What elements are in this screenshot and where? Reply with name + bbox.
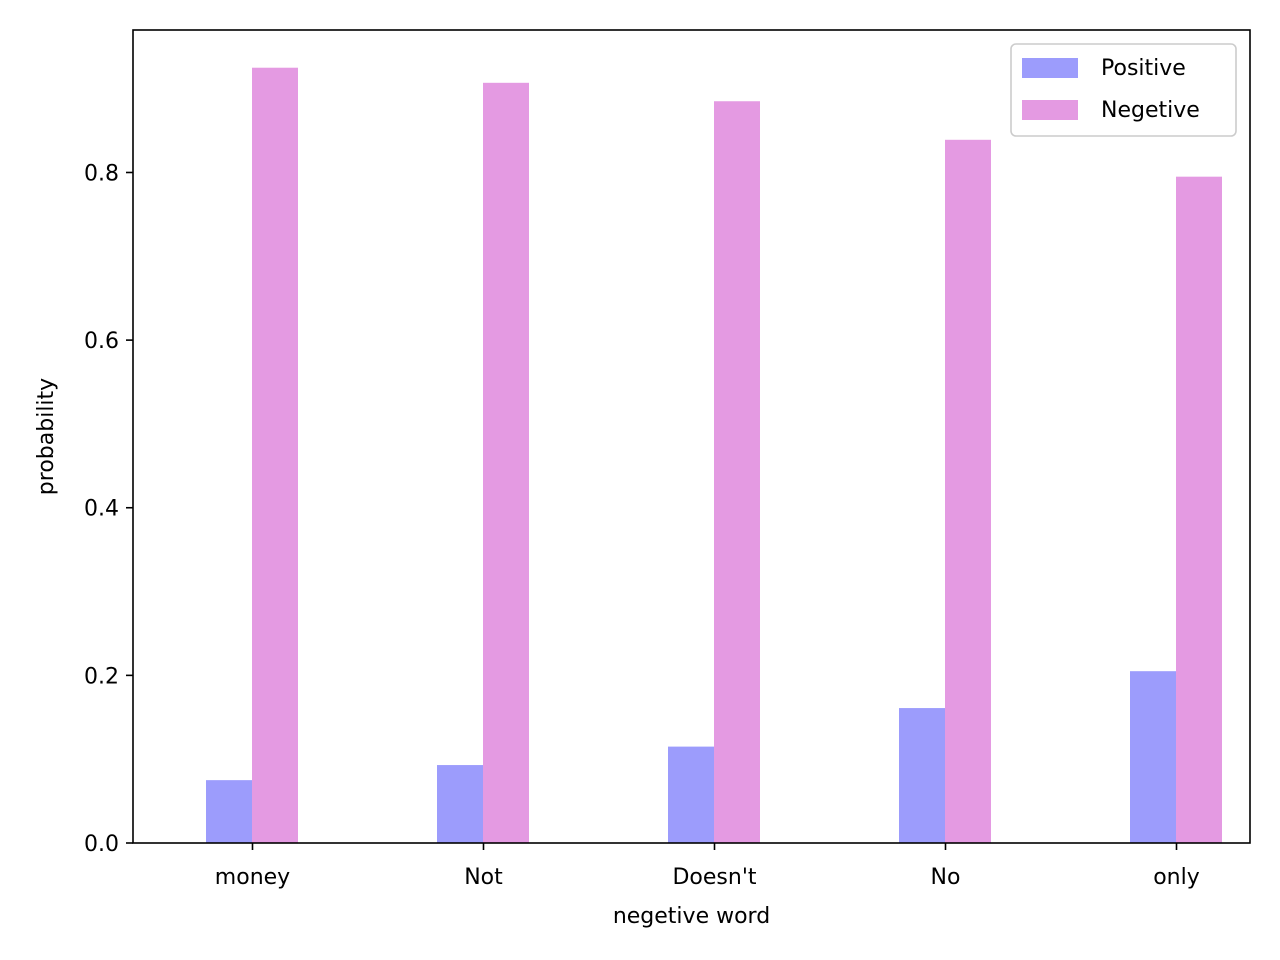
legend-label-positive: Positive (1101, 56, 1186, 81)
bar-positive-3 (899, 708, 945, 843)
x-tick-label-1: Not (464, 865, 503, 890)
bar-positive-4 (1130, 671, 1176, 843)
legend: Positive Negetive (1010, 43, 1237, 137)
bars-group (206, 67, 1222, 844)
x-tick-label-2: Doesn't (672, 865, 756, 890)
bar-negetive-1 (483, 82, 529, 843)
y-tick-label-1: 0.2 (84, 664, 119, 689)
legend-label-negetive: Negetive (1101, 98, 1200, 123)
y-axis-label: probability (34, 378, 59, 495)
bar-negetive-4 (1176, 176, 1222, 843)
bar-positive-2 (668, 746, 714, 843)
y-tick-label-4: 0.8 (84, 161, 119, 186)
x-axis-label: negetive word (613, 904, 770, 929)
bar-negetive-3 (945, 139, 991, 844)
plot-frame (132, 29, 1251, 844)
bar-negetive-2 (714, 101, 760, 844)
bar-positive-1 (437, 765, 483, 843)
plot-background (133, 30, 1250, 843)
y-tick-label-2: 0.4 (84, 497, 119, 522)
y-tick-label-0: 0.0 (84, 832, 119, 857)
x-tick-label-3: No (931, 865, 961, 890)
y-axis: 0.0 0.2 0.4 0.6 0.8 (84, 161, 133, 857)
bar-positive-0 (206, 780, 252, 843)
x-tick-label-0: money (215, 865, 290, 890)
y-tick-label-3: 0.6 (84, 329, 119, 354)
legend-swatch-negetive (1022, 100, 1078, 120)
x-tick-label-4: only (1153, 865, 1200, 890)
bar-negetive-0 (252, 67, 298, 843)
x-axis: money Not Doesn't No only (215, 843, 1200, 890)
legend-swatch-positive (1022, 58, 1078, 78)
